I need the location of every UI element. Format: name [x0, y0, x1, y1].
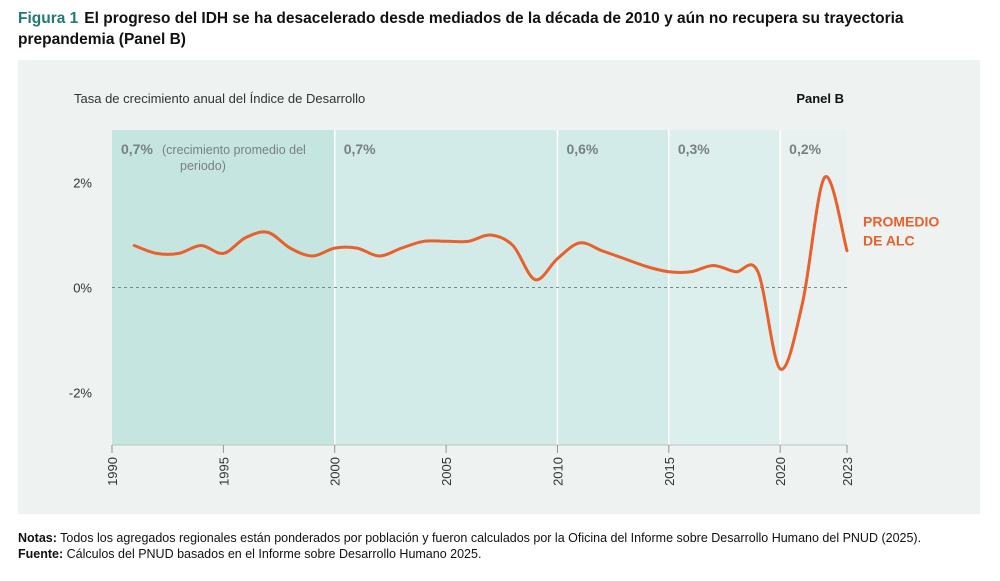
y-tick-label: -2%: [69, 386, 93, 401]
x-tick-label: 2010: [550, 457, 565, 486]
y-tick-label: 2%: [73, 176, 92, 191]
x-tick-label: 1995: [216, 457, 231, 486]
hdi-growth-chart: Tasa de crecimiento anual del Índice de …: [69, 91, 939, 486]
notes-label: Notas:: [18, 531, 57, 545]
series-label: PROMEDIO DE ALC: [863, 214, 939, 249]
labels-group: Tasa de crecimiento anual del Índice de …: [69, 91, 939, 486]
x-tick-label: 2015: [662, 457, 677, 486]
figure-label: Figura 1: [18, 10, 79, 27]
period-average-label: 0,7%: [344, 141, 376, 157]
x-tick-label: 2000: [328, 457, 343, 486]
period-band: [334, 130, 558, 445]
source-text: Cálculos del PNUD basados en el Informe …: [66, 547, 482, 561]
x-tick-label: 1990: [105, 457, 120, 486]
zero-line-group: [111, 287, 848, 453]
panel-label: Panel B: [796, 91, 844, 106]
x-tick-label: 2023: [840, 457, 855, 486]
notes-text: Todos los agregados regionales están pon…: [60, 531, 922, 545]
period-band: [112, 130, 335, 445]
period-average-label: 0,2%: [789, 141, 821, 157]
chart-panel: Tasa de crecimiento anual del Índice de …: [18, 60, 980, 514]
period-average-label: 0,6%: [566, 141, 598, 157]
period-note: (crecimiento promedio del periodo): [162, 143, 306, 173]
notes-line: Notas: Todos los agregados regionales es…: [18, 530, 988, 546]
period-average-label: 0,7%: [121, 141, 153, 157]
figure-title: Figura 1 El progreso del IDH se ha desace…: [18, 8, 978, 50]
x-tick-label: 2020: [773, 457, 788, 486]
series-group: [132, 175, 849, 371]
y-tick-label: 0%: [73, 281, 92, 296]
chart-title: Tasa de crecimiento anual del Índice de …: [74, 91, 365, 106]
figure-title-text: El progreso del IDH se ha desacelerado d…: [18, 10, 904, 48]
source-label: Fuente:: [18, 547, 64, 561]
series-line: [132, 175, 849, 371]
source-line: Fuente: Cálculos del PNUD basados en el …: [18, 546, 988, 562]
x-tick-label: 2005: [439, 457, 454, 486]
notes-block: Notas: Todos los agregados regionales es…: [18, 530, 988, 562]
period-average-label: 0,3%: [678, 141, 710, 157]
